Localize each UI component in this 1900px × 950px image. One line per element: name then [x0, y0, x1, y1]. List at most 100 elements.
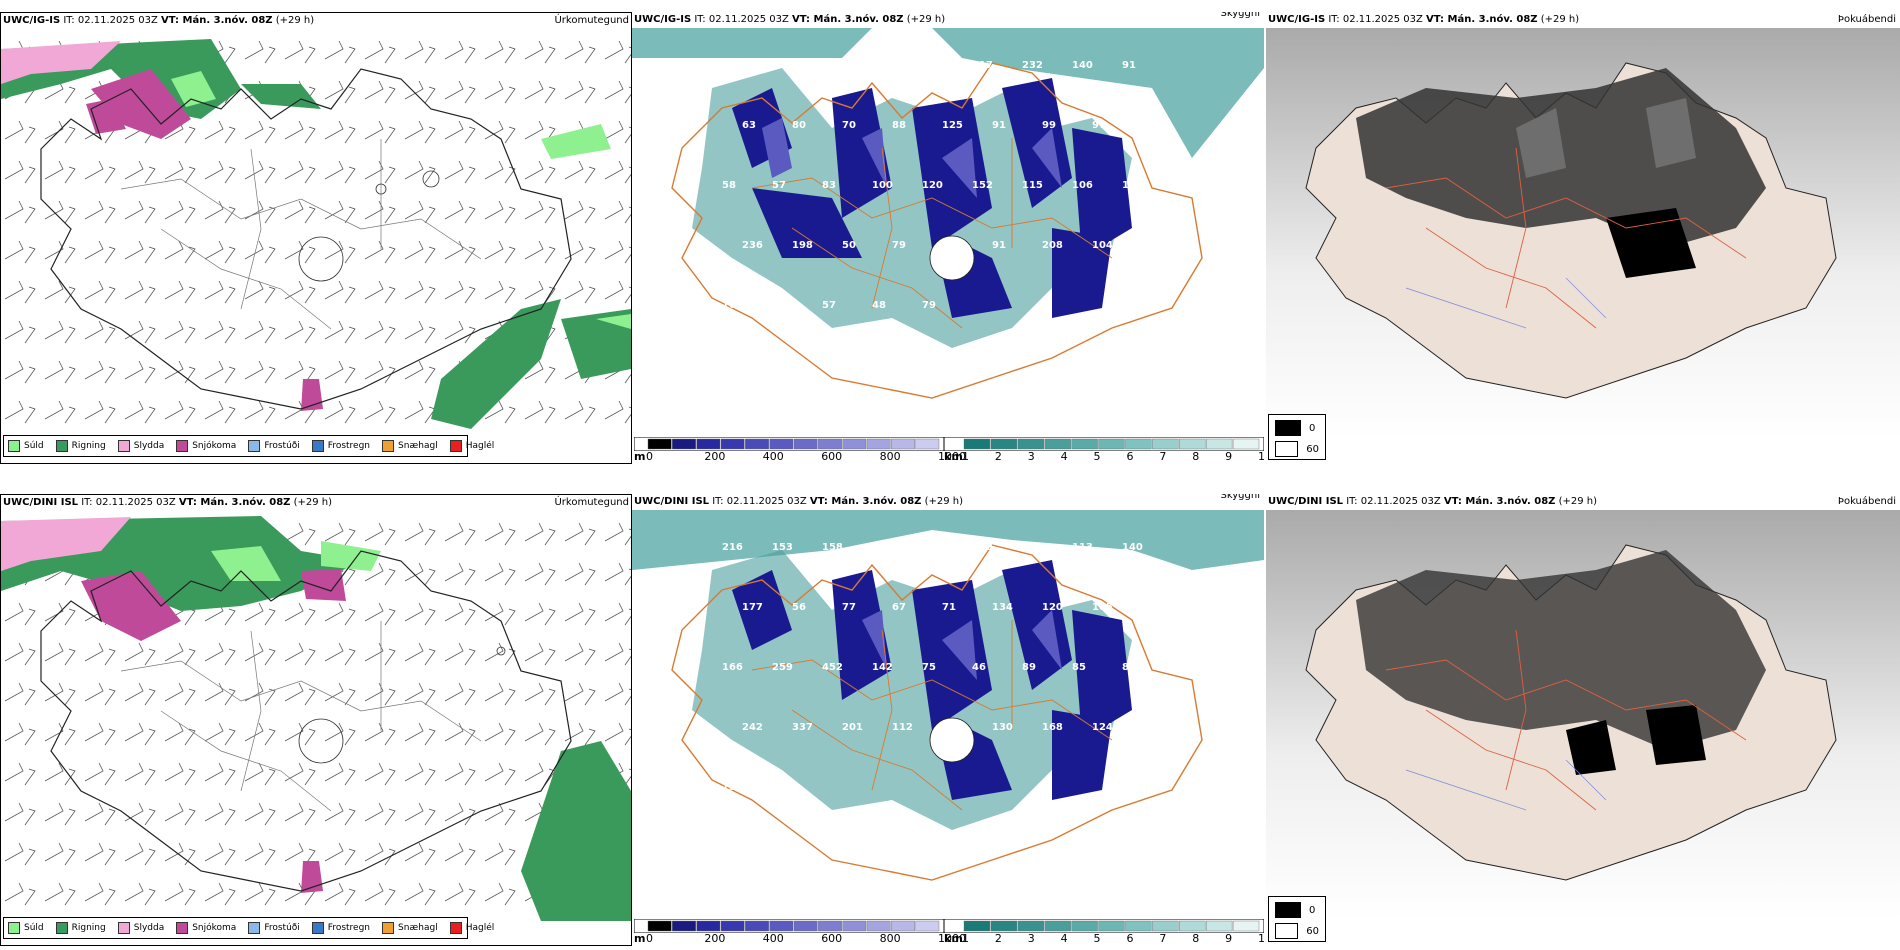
colorbar-tick-label: 600 — [821, 932, 843, 945]
visibility-value-label: 242 — [742, 722, 763, 733]
valid-time-label: VT: — [1426, 14, 1445, 25]
colorbar-swatch — [915, 920, 940, 932]
colorbar-swatch — [793, 438, 818, 450]
legend-label: Frostregn — [327, 441, 371, 451]
visibility-value-label: 89 — [1022, 662, 1036, 673]
visibility-value-label: 50 — [842, 240, 856, 251]
visibility-map — [632, 28, 1264, 399]
init-time: IT: 02.11.2025 03Z — [691, 14, 793, 25]
colorbar-swatch — [769, 920, 794, 932]
colorbar-swatch — [696, 438, 721, 450]
visibility-value-label: 67 — [892, 602, 906, 613]
fog-legend: 0 60 — [1268, 414, 1326, 460]
legend-label: 60 — [1306, 443, 1319, 455]
visibility-value-label: 77 — [842, 602, 856, 613]
swatch — [382, 440, 395, 452]
visibility-value-label: 58 — [722, 180, 736, 191]
swatch — [176, 922, 189, 934]
visibility-value-label: 398 — [722, 60, 743, 71]
visibility-value-label: 91 — [992, 240, 1006, 251]
fog-legend-row: 60 — [1275, 923, 1319, 939]
visibility-colorbar-km — [944, 919, 1264, 933]
visibility-value-label: 133 — [722, 782, 743, 793]
visibility-value-label: 168 — [1042, 722, 1063, 733]
legend-item-frostudi: Frostúði — [248, 922, 300, 934]
visibility-value-label: 201 — [842, 722, 863, 733]
colorbar-tick-label: 10 — [1258, 450, 1264, 463]
legend-label: Haglél — [465, 923, 495, 933]
visibility-value-label: 158 — [822, 542, 843, 553]
init-time: IT: 02.11.2025 03Z — [1343, 496, 1444, 507]
precip-map — [1, 29, 631, 439]
lead-time: (+29 h) — [272, 15, 315, 26]
model-name: UWC/IG-IS — [3, 15, 61, 26]
colorbar-swatch — [1044, 920, 1071, 932]
colorbar-tick-label: 4 — [1060, 450, 1068, 463]
visibility-value-label: 190 — [872, 542, 893, 553]
valid-time: Mán. 3.nóv. 08Z — [179, 15, 273, 26]
valid-time: Mán. 3.nóv. 08Z — [1461, 496, 1556, 507]
colorbar-tick-label: 800 — [879, 932, 901, 945]
panel-header: UWC/IG-IS IT: 02.11.2025 03Z VT: Mán. 3.… — [632, 12, 945, 28]
visibility-value-label: 140 — [1072, 60, 1093, 71]
colorbar-swatch — [915, 438, 940, 450]
visibility-value-label: 192 — [922, 542, 943, 553]
init-time: IT: 02.11.2025 03Z — [78, 497, 179, 508]
fog-index-map — [1266, 510, 1900, 920]
valid-time-label: VT: — [1443, 496, 1462, 507]
colorbar-tick-label: 0 — [646, 932, 653, 945]
legend-label: Snæhagl — [398, 923, 438, 933]
swatch — [8, 922, 20, 934]
colorbar-tick-label: 1000 — [938, 450, 966, 463]
colorbar-tick-label: 0 — [646, 450, 653, 463]
visibility-value-label: 110 — [1142, 602, 1163, 613]
colorbar-km-ticks: km1 2 3 4 5 6 7 8 9 10 — [944, 932, 1264, 946]
visibility-value-label: 80 — [792, 120, 806, 131]
colorbar-tick-label: 1 — [962, 450, 969, 463]
colorbar-tick-label: 2 — [994, 932, 1002, 945]
swatch — [248, 922, 261, 934]
colorbar-unit: m — [634, 450, 646, 463]
legend-label: Rigning — [71, 441, 106, 451]
visibility-value-label: 209 — [972, 542, 993, 553]
colorbar-tick-label: 1 — [962, 932, 969, 945]
visibility-value-label: 153 — [772, 542, 793, 553]
legend-label: Snjókoma — [192, 441, 237, 451]
valid-time: Mán. 3.nóv. 08Z — [810, 14, 904, 25]
lead-time: (+29 h) — [921, 496, 964, 507]
visibility-value-label: 80 — [1142, 240, 1156, 251]
visibility-value-label: 167 — [822, 60, 843, 71]
colorbar-swatch — [1017, 438, 1044, 450]
visibility-value-label: 124 — [1092, 722, 1113, 733]
visibility-value-label: 80 — [1142, 722, 1156, 733]
visibility-colorbar-m — [634, 437, 944, 451]
colorbar-swatch — [647, 920, 672, 932]
swatch — [449, 440, 462, 452]
legend-item-sudl: Súld — [8, 922, 44, 934]
swatch — [382, 922, 395, 934]
valid-time: Mán. 3.nóv. 08Z — [827, 496, 922, 507]
panel-header: UWC/DINI ISL IT: 02.11.2025 03Z VT: Mán.… — [1266, 494, 1597, 510]
fog-index-panel-bottom: UWC/DINI ISL IT: 02.11.2025 03Z VT: Mán.… — [1266, 494, 1900, 946]
visibility-value-label: 208 — [1042, 240, 1063, 251]
visibility-value-label: 105 — [1092, 602, 1113, 613]
fog-index-map — [1266, 28, 1900, 438]
visibility-value-label: 88 — [892, 120, 906, 131]
legend-label: Slydda — [133, 923, 165, 933]
legend-label: Frostúði — [264, 923, 300, 933]
legend-item-rigning: Rigning — [55, 922, 106, 934]
panel-header: UWC/DINI ISL IT: 02.11.2025 03Z VT: Mán.… — [1, 495, 332, 511]
colorbar-swatch — [1232, 438, 1260, 450]
legend-item-snjokoma: Snjókoma — [176, 922, 236, 934]
swatch — [311, 440, 324, 452]
colorbar-m-ticks: m 0 200 400 600 800 1000 — [634, 450, 966, 464]
visibility-value-label: 63 — [742, 120, 756, 131]
colorbar-swatch — [1044, 438, 1071, 450]
visibility-value-label: 46 — [972, 662, 986, 673]
visibility-value-label: 81 — [772, 300, 786, 311]
visibility-value-label: 152 — [972, 180, 993, 191]
visibility-value-label: 113 — [1072, 542, 1093, 553]
visibility-value-label: 48 — [872, 300, 886, 311]
valid-time-label: VT: — [161, 15, 180, 26]
colorbar-swatch — [891, 438, 915, 450]
